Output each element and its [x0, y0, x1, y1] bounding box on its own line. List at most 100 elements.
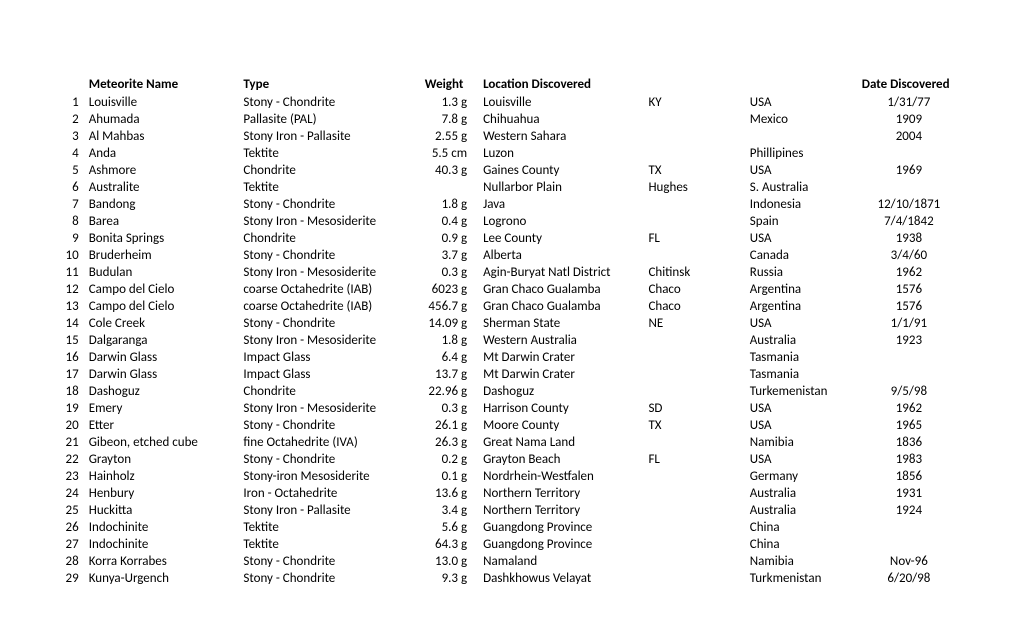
meteorite-type: Pallasite (PAL)	[239, 111, 420, 128]
meteorite-type: Stony - Chondrite	[239, 196, 420, 213]
meteorite-name: Kunya-Urgench	[85, 570, 240, 587]
table-row: 1LouisvilleStony - Chondrite1.3 gLouisvi…	[60, 94, 960, 111]
date-discovered: Nov-96	[858, 553, 960, 570]
location-country: Argentina	[746, 281, 858, 298]
meteorite-type: Stony - Chondrite	[239, 247, 420, 264]
location-country: Namibia	[746, 553, 858, 570]
location-country: Australia	[746, 332, 858, 349]
meteorite-weight: 3.4 g	[421, 502, 479, 519]
table-row: 22GraytonStony - Chondrite0.2 gGrayton B…	[60, 451, 960, 468]
location-primary: Dashkhowus Velayat	[479, 570, 644, 587]
date-discovered: 3/4/60	[858, 247, 960, 264]
table-body: 1LouisvilleStony - Chondrite1.3 gLouisvi…	[60, 94, 960, 587]
location-secondary	[644, 485, 745, 502]
meteorite-name: Campo del Cielo	[85, 281, 240, 298]
meteorite-type: Tektite	[239, 519, 420, 536]
location-primary: Northern Territory	[479, 502, 644, 519]
location-primary: Namaland	[479, 553, 644, 570]
meteorite-weight: 0.9 g	[421, 230, 479, 247]
meteorite-type: Tektite	[239, 536, 420, 553]
row-number: 10	[60, 247, 85, 264]
header-date: Date Discovered	[858, 75, 960, 94]
location-country: Spain	[746, 213, 858, 230]
meteorite-weight: 0.1 g	[421, 468, 479, 485]
meteorite-name: Budulan	[85, 264, 240, 281]
meteorite-type: Chondrite	[239, 230, 420, 247]
meteorite-type: coarse Octahedrite (IAB)	[239, 281, 420, 298]
row-number: 9	[60, 230, 85, 247]
location-country: USA	[746, 230, 858, 247]
location-secondary: TX	[644, 162, 745, 179]
date-discovered: 2004	[858, 128, 960, 145]
table-row: 18DashoguzChondrite22.96 gDashoguzTurkem…	[60, 383, 960, 400]
header-type: Type	[239, 75, 420, 94]
meteorite-weight: 6.4 g	[421, 349, 479, 366]
location-secondary: FL	[644, 230, 745, 247]
location-secondary	[644, 383, 745, 400]
row-number: 2	[60, 111, 85, 128]
meteorite-weight: 13.6 g	[421, 485, 479, 502]
date-discovered: 9/5/98	[858, 383, 960, 400]
meteorite-name: Darwin Glass	[85, 366, 240, 383]
meteorite-weight: 22.96 g	[421, 383, 479, 400]
meteorite-weight: 5.6 g	[421, 519, 479, 536]
location-primary: Gaines County	[479, 162, 644, 179]
row-number: 29	[60, 570, 85, 587]
meteorite-name: Emery	[85, 400, 240, 417]
meteorite-weight: 1.3 g	[421, 94, 479, 111]
meteorite-weight: 40.3 g	[421, 162, 479, 179]
location-primary: Java	[479, 196, 644, 213]
meteorite-name: Ashmore	[85, 162, 240, 179]
table-row: 29Kunya-UrgenchStony - Chondrite9.3 gDas…	[60, 570, 960, 587]
date-discovered: 1576	[858, 298, 960, 315]
location-primary: Sherman State	[479, 315, 644, 332]
location-secondary	[644, 196, 745, 213]
location-secondary: SD	[644, 400, 745, 417]
table-row: 10BruderheimStony - Chondrite3.7 gAlbert…	[60, 247, 960, 264]
date-discovered: 6/20/98	[858, 570, 960, 587]
date-discovered: 1938	[858, 230, 960, 247]
location-primary: Luzon	[479, 145, 644, 162]
location-primary: Gran Chaco Gualamba	[479, 298, 644, 315]
meteorite-name: Bonita Springs	[85, 230, 240, 247]
meteorite-weight: 1.8 g	[421, 332, 479, 349]
meteorite-weight: 7.8 g	[421, 111, 479, 128]
meteorite-name: Barea	[85, 213, 240, 230]
meteorite-weight: 3.7 g	[421, 247, 479, 264]
meteorite-type: Stony Iron - Pallasite	[239, 502, 420, 519]
meteorite-type: Stony Iron - Pallasite	[239, 128, 420, 145]
location-primary: Guangdong Province	[479, 536, 644, 553]
row-number: 16	[60, 349, 85, 366]
location-secondary	[644, 502, 745, 519]
row-number: 17	[60, 366, 85, 383]
location-country: Phillipines	[746, 145, 858, 162]
location-country: Turkmenistan	[746, 570, 858, 587]
row-number: 15	[60, 332, 85, 349]
date-discovered: 1909	[858, 111, 960, 128]
date-discovered: 1969	[858, 162, 960, 179]
row-number: 3	[60, 128, 85, 145]
date-discovered: 1931	[858, 485, 960, 502]
table-row: 25HuckittaStony Iron - Pallasite3.4 gNor…	[60, 502, 960, 519]
location-secondary	[644, 570, 745, 587]
location-secondary	[644, 332, 745, 349]
date-discovered: 1983	[858, 451, 960, 468]
location-country: USA	[746, 162, 858, 179]
date-discovered	[858, 536, 960, 553]
table-row: 28Korra KorrabesStony - Chondrite13.0 gN…	[60, 553, 960, 570]
meteorite-weight: 6023 g	[421, 281, 479, 298]
location-secondary: Hughes	[644, 179, 745, 196]
location-country: China	[746, 536, 858, 553]
location-country: Tasmania	[746, 366, 858, 383]
meteorite-type: Stony - Chondrite	[239, 315, 420, 332]
location-primary: Nordrhein-Westfalen	[479, 468, 644, 485]
meteorite-weight: 1.8 g	[421, 196, 479, 213]
meteorite-type: Impact Glass	[239, 349, 420, 366]
meteorite-weight: 13.7 g	[421, 366, 479, 383]
table-row: 16Darwin GlassImpact Glass6.4 gMt Darwin…	[60, 349, 960, 366]
location-secondary	[644, 111, 745, 128]
table-row: 12Campo del Cielocoarse Octahedrite (IAB…	[60, 281, 960, 298]
row-number: 19	[60, 400, 85, 417]
meteorite-name: Anda	[85, 145, 240, 162]
table-row: 20EtterStony - Chondrite26.1 gMoore Coun…	[60, 417, 960, 434]
